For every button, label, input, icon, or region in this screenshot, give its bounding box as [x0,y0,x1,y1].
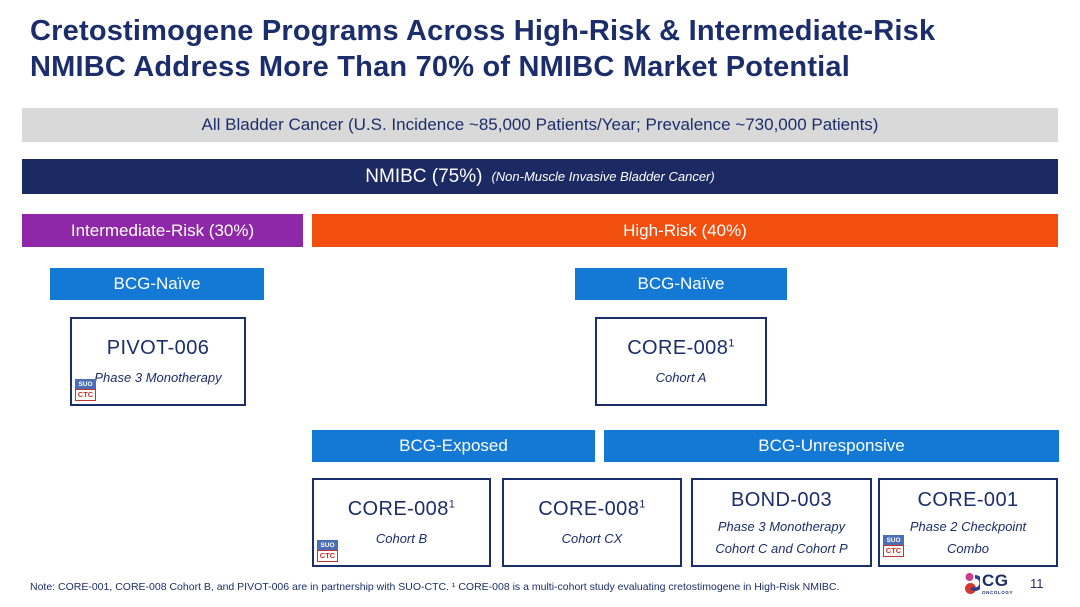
program-box-bond-003: BOND-003 Phase 3 Monotherapy Cohort C an… [691,478,872,567]
band-intermediate-risk: Intermediate-Risk (30%) [22,214,303,247]
band-nmibc-sublabel: (Non-Muscle Invasive Bladder Cancer) [491,169,715,184]
page-number: 11 [1030,576,1044,591]
band-intermediate-risk-label: Intermediate-Risk (30%) [70,220,255,240]
suo-ctc-badge-top: SUO [75,379,96,389]
band-bcg-unresponsive-label: BCG-Unresponsive [758,436,905,455]
program-name: PIVOT-006 [106,337,210,359]
program-name: CORE-0081 [347,498,456,520]
band-high-risk-label: High-Risk (40%) [623,220,747,240]
slide-title-line2: NMIBC Address More Than 70% of NMIBC Mar… [30,51,851,83]
program-name: CORE-0081 [627,337,735,359]
band-nmibc-label: NMIBC (75%) [365,165,483,187]
band-bcg-exposed-label: BCG-Exposed [399,436,508,455]
cg-oncology-logo-main: CG [982,571,1009,590]
program-detail: Cohort C and Cohort P [715,540,848,556]
suo-ctc-badge-bottom: CTC [883,545,904,557]
program-detail: Cohort A [655,370,707,385]
cg-oncology-logo-text: CG ONCOLOGY [982,572,1013,595]
band-bcg-naive-intermediate: BCG-Naïve [50,268,264,300]
band-bcg-naive-high: BCG-Naïve [575,268,787,300]
program-name: BOND-003 [730,488,832,511]
band-all-bladder-cancer: All Bladder Cancer (U.S. Incidence ~85,0… [22,108,1058,142]
program-detail: Phase 3 Monotherapy [717,518,846,534]
suo-ctc-badge: SUO CTC [883,535,904,557]
program-name: CORE-001 [917,488,1019,511]
suo-ctc-badge: SUO CTC [317,540,338,562]
slide-title: Cretostimogene Programs Across High-Risk… [30,13,1050,85]
suo-ctc-badge: SUO CTC [75,379,96,401]
program-detail: Cohort CX [561,531,623,546]
band-bcg-unresponsive: BCG-Unresponsive [604,430,1059,462]
program-detail: Phase 3 Monotherapy [94,370,222,385]
program-detail: Combo [947,540,989,556]
program-box-core-008-cohort-a: CORE-0081 Cohort A [595,317,767,406]
cg-oncology-logo: CG ONCOLOGY [965,572,1013,595]
suo-ctc-badge-bottom: CTC [317,550,338,562]
suo-ctc-badge-top: SUO [317,540,338,550]
cg-oncology-logo-sub: ONCOLOGY [982,590,1014,595]
program-box-core-001: CORE-001 Phase 2 Checkpoint Combo SUO CT… [878,478,1058,567]
program-detail: Phase 2 Checkpoint [909,518,1027,534]
band-bcg-naive-left-label: BCG-Naïve [113,274,201,293]
program-name: CORE-0081 [538,498,646,520]
program-box-core-008-cohort-b: CORE-0081 Cohort B SUO CTC [312,478,491,567]
band-bcg-exposed: BCG-Exposed [312,430,595,462]
program-detail: Cohort B [375,531,428,546]
suo-ctc-badge-bottom: CTC [75,389,96,401]
cg-oncology-logo-icon [965,573,980,594]
program-box-pivot-006: PIVOT-006 Phase 3 Monotherapy SUO CTC [70,317,246,406]
band-nmibc: NMIBC (75%) (Non-Muscle Invasive Bladder… [22,159,1058,194]
slide-title-line1: Cretostimogene Programs Across High-Risk… [30,15,936,47]
program-box-core-008-cohort-cx: CORE-0081 Cohort CX [502,478,682,567]
band-all-bladder-label: All Bladder Cancer (U.S. Incidence ~85,0… [201,115,879,134]
footnote: Note: CORE-001, CORE-008 Cohort B, and P… [30,581,840,593]
suo-ctc-badge-top: SUO [883,535,904,545]
band-high-risk: High-Risk (40%) [312,214,1058,247]
band-bcg-naive-right-label: BCG-Naïve [637,274,725,293]
